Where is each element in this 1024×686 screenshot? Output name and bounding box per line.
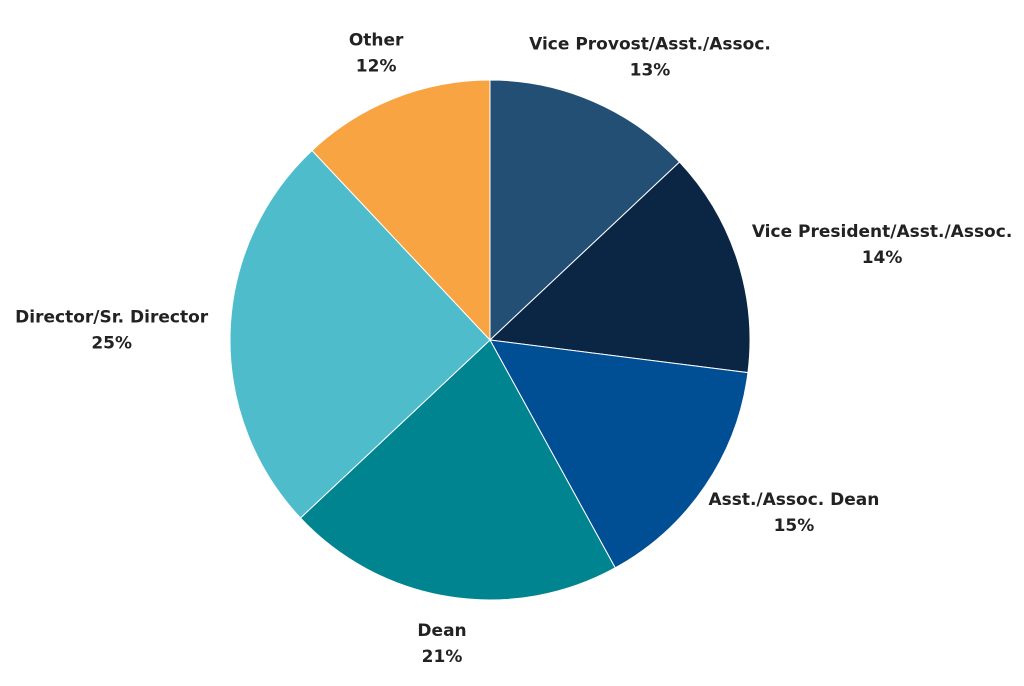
- pie-slice: [488, 161, 751, 374]
- pie-slice: [489, 79, 681, 342]
- slice-value-label: 14%: [862, 248, 903, 268]
- pie-slice: [489, 339, 749, 569]
- pie-slice: [299, 339, 616, 601]
- slice-value-label: 15%: [774, 516, 815, 536]
- slice-label: Vice Provost/Asst./Assoc.: [529, 34, 771, 54]
- slice-value-label: 21%: [422, 647, 463, 667]
- slice-value-label: 13%: [630, 60, 671, 80]
- pie-slice: [229, 149, 491, 519]
- slice-value-label: 12%: [356, 57, 397, 77]
- slice-label: Other: [349, 31, 404, 51]
- slice-label: Director/Sr. Director: [15, 307, 209, 327]
- slice-label: Vice President/Asst./Assoc.: [752, 222, 1012, 242]
- slice-label: Dean: [417, 621, 466, 641]
- slice-label: Asst./Assoc. Dean: [708, 490, 879, 510]
- pie-slice: [311, 79, 491, 342]
- slice-value-label: 25%: [91, 333, 132, 353]
